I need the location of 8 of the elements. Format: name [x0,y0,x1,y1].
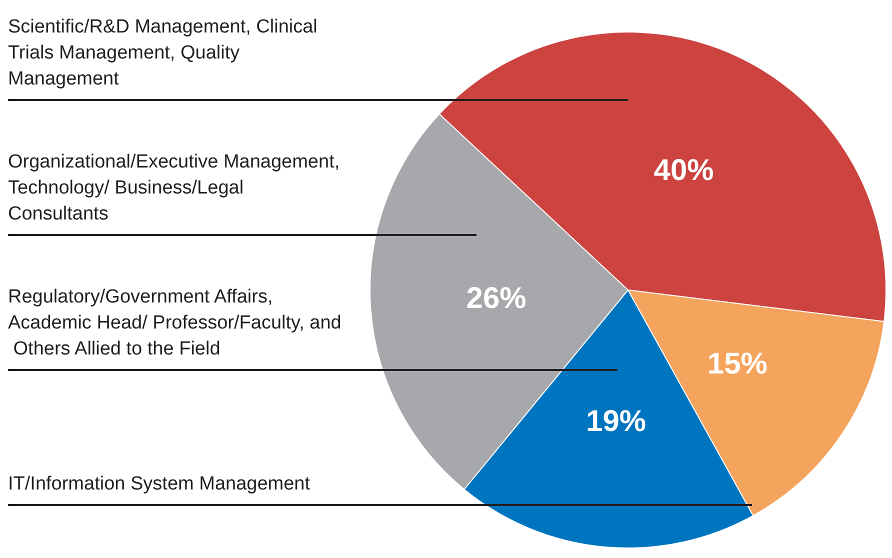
slice-label: Regulatory/Government Affairs, Academic Head/ Professor/Faculty, and Others Allied to the Field [8,286,342,360]
slice-label: Organizational/Executive Management, Technology/ Business/Legal Consultants [8,152,345,224]
data-label: 15% [707,347,768,380]
data-label: 26% [466,282,526,316]
data-label: 40% [654,154,714,187]
data-label: 19% [586,404,646,438]
slice-label: IT/Information System Management [8,474,311,494]
slice-label: Scientific/R&D Management, Clinical Trials Management, Quality Management [8,16,323,90]
